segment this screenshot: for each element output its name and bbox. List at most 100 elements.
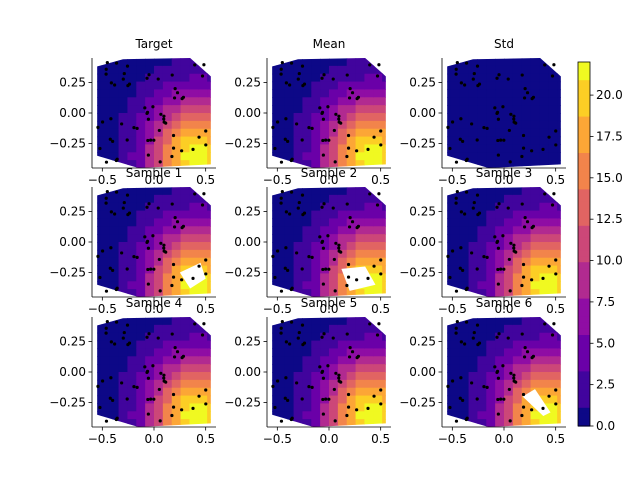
contour-cell	[450, 202, 461, 212]
contour-cell	[162, 419, 173, 427]
sample-point	[332, 387, 336, 392]
contour-cell	[450, 81, 461, 91]
contour-cell	[373, 144, 383, 153]
contour-cell	[302, 348, 312, 357]
contour-cell	[293, 273, 304, 282]
contour-cell	[382, 257, 386, 267]
contour-cell	[521, 356, 532, 365]
contour-cell	[109, 89, 120, 98]
contour-cell	[180, 403, 191, 412]
contour-cell	[162, 120, 173, 130]
sample-point	[321, 412, 325, 416]
contour-cell	[355, 387, 366, 397]
sample-point	[108, 266, 112, 270]
contour-cell	[320, 144, 330, 153]
contour-cell	[459, 97, 470, 106]
contour-cell	[468, 411, 479, 420]
y-tick-label: −0.25	[49, 266, 86, 280]
contour-cell	[109, 364, 120, 373]
contour-cell	[329, 89, 339, 98]
contour-cell	[337, 105, 348, 114]
contour-cell	[162, 105, 173, 114]
sample-point	[502, 397, 506, 401]
x-tick-label: −0.5	[263, 173, 292, 187]
contour-cell	[136, 65, 146, 75]
contour-cell	[275, 105, 286, 114]
contour-cell	[154, 289, 164, 297]
contour-cell	[486, 187, 496, 196]
contour-cell	[557, 144, 561, 153]
contour-cell	[364, 89, 374, 98]
sample-point	[275, 379, 280, 383]
contour-cell	[337, 403, 348, 412]
contour-cell	[521, 65, 532, 75]
colorbar-band	[578, 419, 590, 427]
sample-point	[156, 336, 160, 340]
sample-point	[146, 397, 150, 402]
contour-cell	[329, 348, 339, 357]
contour-cell	[477, 403, 487, 412]
colorbar-band	[578, 92, 590, 99]
contour-cell	[284, 289, 295, 297]
sample-point	[104, 419, 109, 423]
contour-cell	[548, 348, 558, 357]
contour-cell	[459, 257, 470, 267]
contour-cell	[109, 58, 120, 67]
contour-cell	[477, 242, 487, 251]
contour-cell	[109, 128, 120, 138]
contour-cell	[486, 194, 496, 204]
x-tick-label: 0.5	[371, 173, 390, 187]
contour-cell	[346, 387, 357, 397]
contour-cell	[364, 105, 374, 114]
contour-cell	[447, 210, 452, 220]
contour-cell	[275, 265, 286, 275]
contour-cell	[521, 113, 532, 122]
contour-cell	[127, 187, 137, 196]
contour-cell	[118, 281, 129, 290]
contour-cell	[198, 340, 208, 350]
sample-point	[520, 283, 524, 288]
contour-cell	[162, 340, 173, 350]
contour-cell	[145, 113, 155, 122]
contour-cell	[530, 136, 541, 146]
contour-cell	[284, 379, 295, 389]
y-tick-label: −0.25	[399, 137, 436, 151]
sample-point	[379, 129, 383, 133]
sample-point	[109, 376, 113, 380]
contour-cell	[198, 356, 208, 365]
contour-cell	[373, 81, 383, 91]
contour-cell	[136, 364, 146, 373]
contour-cell	[447, 128, 452, 138]
contour-cell	[180, 202, 191, 212]
contour-cell	[337, 348, 348, 357]
contour-fill	[447, 187, 561, 297]
contour-cell	[189, 194, 199, 204]
contour-cell	[450, 249, 461, 259]
contour-cell	[127, 65, 137, 75]
contour-cell	[539, 356, 549, 365]
contour-cell	[154, 242, 164, 251]
sample-point	[164, 121, 168, 125]
contour-cell	[355, 242, 366, 251]
contour-cell	[373, 73, 383, 83]
contour-cell	[311, 332, 321, 342]
contour-cell	[521, 340, 532, 350]
contour-cell	[207, 281, 211, 290]
sample-point	[550, 74, 555, 78]
contour-cell	[145, 65, 155, 75]
contour-cell	[346, 332, 357, 342]
contour-cell	[162, 152, 173, 161]
sample-point	[307, 255, 311, 259]
contour-cell	[450, 242, 461, 251]
sample-point	[121, 77, 125, 81]
sample-point	[547, 264, 551, 268]
contour-cell	[127, 89, 137, 98]
sample-point	[337, 117, 341, 121]
contour-cell	[486, 226, 496, 235]
contour-cell	[284, 419, 295, 427]
contour-cell	[171, 226, 182, 235]
contour-cell	[284, 249, 295, 259]
sample-point	[318, 106, 322, 110]
contour-cell	[504, 403, 514, 412]
contour-cell	[272, 113, 277, 122]
